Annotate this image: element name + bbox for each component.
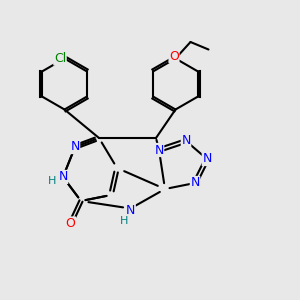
Text: N: N [202, 152, 212, 166]
Text: H: H [48, 176, 57, 187]
Text: N: N [58, 170, 68, 184]
Text: Cl: Cl [54, 52, 66, 65]
Text: N: N [190, 176, 200, 190]
Text: O: O [66, 217, 75, 230]
Text: N: N [126, 203, 135, 217]
Text: H: H [120, 215, 129, 226]
Text: N: N [70, 140, 80, 154]
Text: N: N [154, 143, 164, 157]
Text: N: N [181, 134, 191, 148]
Text: O: O [169, 50, 179, 63]
